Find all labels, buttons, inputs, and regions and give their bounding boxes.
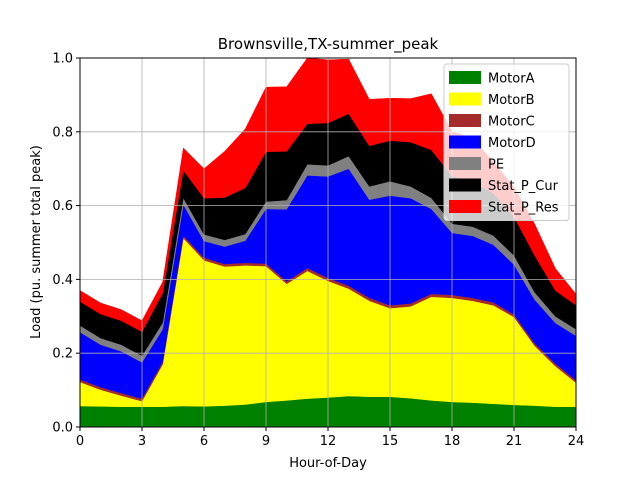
legend-swatch-motorb [449,92,481,106]
legend-label-motorc: MotorC [488,115,535,130]
chart-title: Brownsville,TX-summer_peak [218,35,439,54]
legend-label-stat-p-res: Stat_P_Res [488,201,559,216]
legend-label-motord: MotorD [488,136,536,151]
y-tick-label: 0.8 [52,125,73,140]
legend-label-pe: PE [488,158,504,173]
legend-swatch-motord [449,135,481,149]
legend-swatch-pe [449,157,481,170]
legend-swatch-motora [449,71,481,84]
legend-swatch-motorc [449,114,481,127]
x-tick-label: 24 [568,434,585,449]
legend-label-motora: MotorA [488,72,535,87]
legend-label-motorb: MotorB [488,93,534,108]
tick-marks: 0 3 6 9 12 15 18 21 24 0.0 0.2 0.4 0.6 0.8 1.0 [52,52,584,450]
x-axis-label: Hour-of-Day [289,456,367,471]
y-tick-label: 1.0 [52,52,73,67]
y-tick-label: 0.0 [52,421,73,436]
x-tick-label: 18 [444,434,461,449]
legend-swatch-stat-p-cur [449,178,481,192]
legend: MotorA MotorB MotorC MotorD PE Stat_P_Cur Stat… [443,63,570,221]
y-tick-label: 0.4 [52,273,73,288]
x-tick-label: 3 [138,434,146,449]
x-tick-label: 21 [506,434,523,449]
legend-swatch-stat-p-res [449,200,481,213]
y-tick-label: 0.2 [52,347,73,362]
x-tick-label: 6 [200,434,208,449]
legend-label-stat-p-cur: Stat_P_Cur [488,179,559,194]
y-axis-label: Load (pu. summer total peak) [29,145,44,339]
x-tick-label: 12 [320,434,337,449]
x-tick-label: 0 [76,434,84,449]
x-tick-label: 15 [382,434,399,449]
y-tick-label: 0.6 [52,199,73,214]
x-tick-label: 9 [262,434,270,449]
